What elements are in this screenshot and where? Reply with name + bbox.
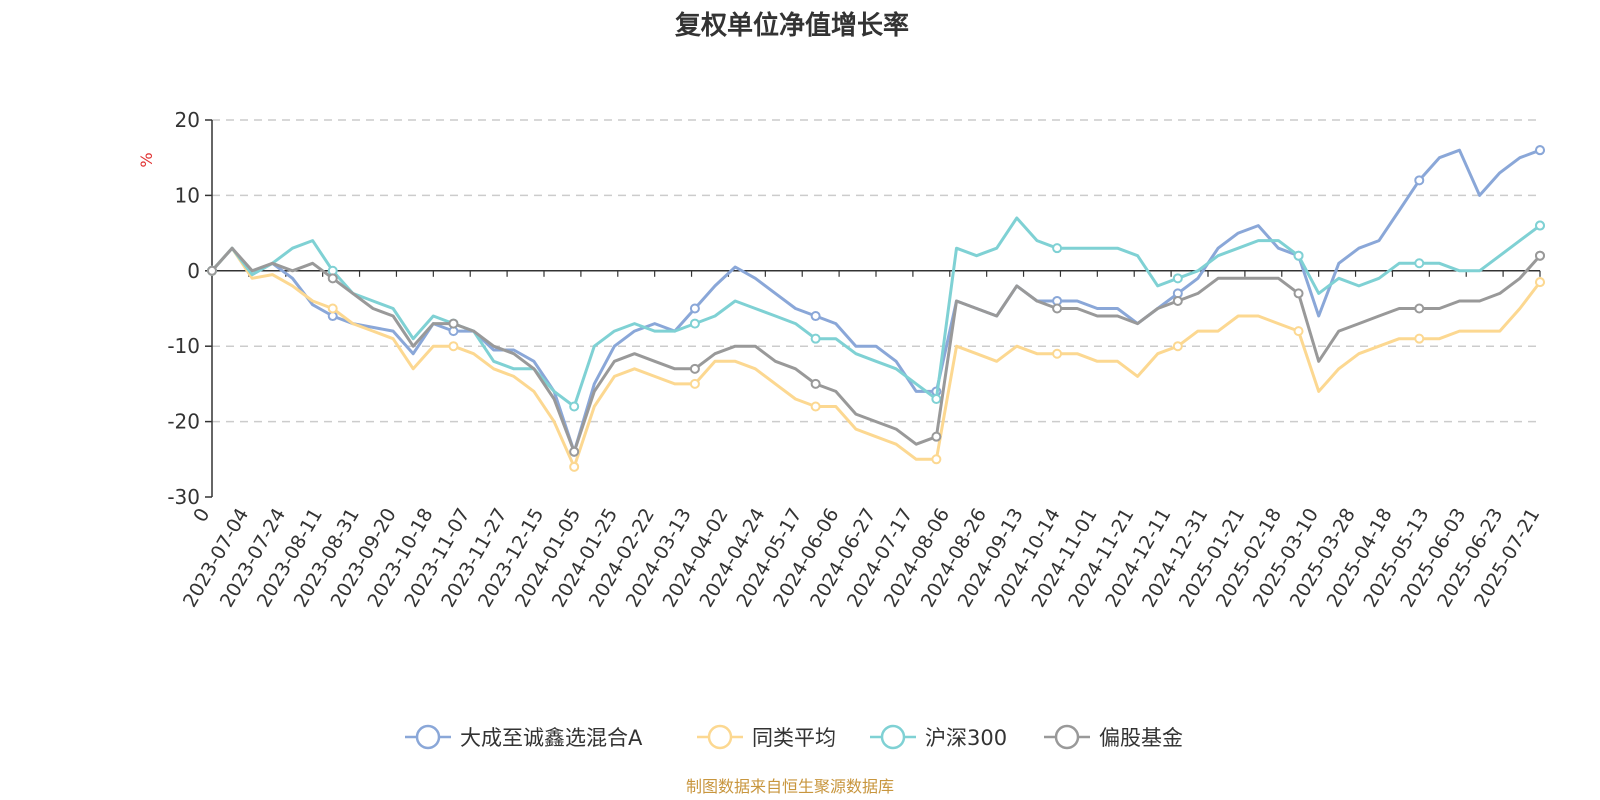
series-point [810, 311, 821, 322]
series-point [1052, 243, 1063, 254]
legend-label: 同类平均 [752, 726, 836, 750]
series-line-3 [210, 246, 1542, 454]
series-point [1293, 288, 1304, 299]
series-point [569, 446, 580, 457]
series-line-1 [210, 246, 1542, 469]
legend-label: 大成至诚鑫选混合A [460, 726, 643, 750]
legend-label: 偏股基金 [1099, 726, 1183, 750]
series-point [810, 401, 821, 412]
series-point [810, 378, 821, 389]
legend-item[interactable]: 偏股基金 [1044, 724, 1183, 750]
series-point [448, 341, 459, 352]
y-tick-label: -30 [167, 485, 200, 509]
series-point [569, 401, 580, 412]
series-point [1414, 175, 1425, 186]
legend-item[interactable]: 沪深300 [870, 724, 1007, 750]
series-point [931, 393, 942, 404]
series-point [1535, 277, 1545, 288]
legend-item[interactable]: 大成至诚鑫选混合A [405, 724, 643, 750]
legend-marker [1054, 724, 1080, 750]
series-point [569, 461, 580, 472]
chart-title: 复权单位净值增长率 [675, 10, 909, 41]
series-point [1293, 250, 1304, 261]
legend-label: 沪深300 [925, 726, 1007, 750]
series-point [1052, 303, 1063, 314]
x-tick-label: 0 [189, 505, 214, 526]
series-point [1535, 220, 1545, 231]
y-tick-label: 10 [175, 183, 200, 207]
series-point [931, 431, 942, 442]
series-point [689, 363, 700, 374]
series-point [1172, 341, 1183, 352]
axes: 20100-10-20-3002023-07-042023-07-242023-… [167, 108, 1544, 611]
series-point [1535, 145, 1545, 156]
series-point [1414, 258, 1425, 269]
series-point [1414, 333, 1425, 344]
series-point [448, 318, 459, 329]
y-tick-label: 20 [175, 108, 200, 132]
y-tick-label: -20 [167, 410, 200, 434]
series-point [1052, 348, 1063, 359]
series-point [1535, 250, 1545, 261]
legend-marker [880, 724, 906, 750]
series-line-2 [210, 216, 1542, 408]
legend-marker [415, 724, 441, 750]
legend-item[interactable]: 同类平均 [697, 724, 836, 750]
legend: 大成至诚鑫选混合A 同类平均 沪深300 偏股基金 [405, 724, 1183, 750]
series-point [207, 265, 217, 276]
series-point [1414, 303, 1425, 314]
y-tick-label: 0 [187, 259, 200, 283]
series-point [327, 273, 338, 284]
series-point [689, 303, 700, 314]
series-lines [207, 145, 1545, 472]
series-point [1172, 273, 1183, 284]
y-tick-label: -10 [167, 334, 200, 358]
series-point [327, 303, 338, 314]
y-axis-unit: % [137, 152, 156, 167]
series-point [1293, 326, 1304, 337]
series-point [810, 333, 821, 344]
legend-marker [707, 724, 733, 750]
series-point [931, 454, 942, 465]
series-point [689, 318, 700, 329]
series-point [689, 378, 700, 389]
data-source-note: 制图数据来自恒生聚源数据库 [686, 777, 894, 796]
series-point [1172, 295, 1183, 306]
